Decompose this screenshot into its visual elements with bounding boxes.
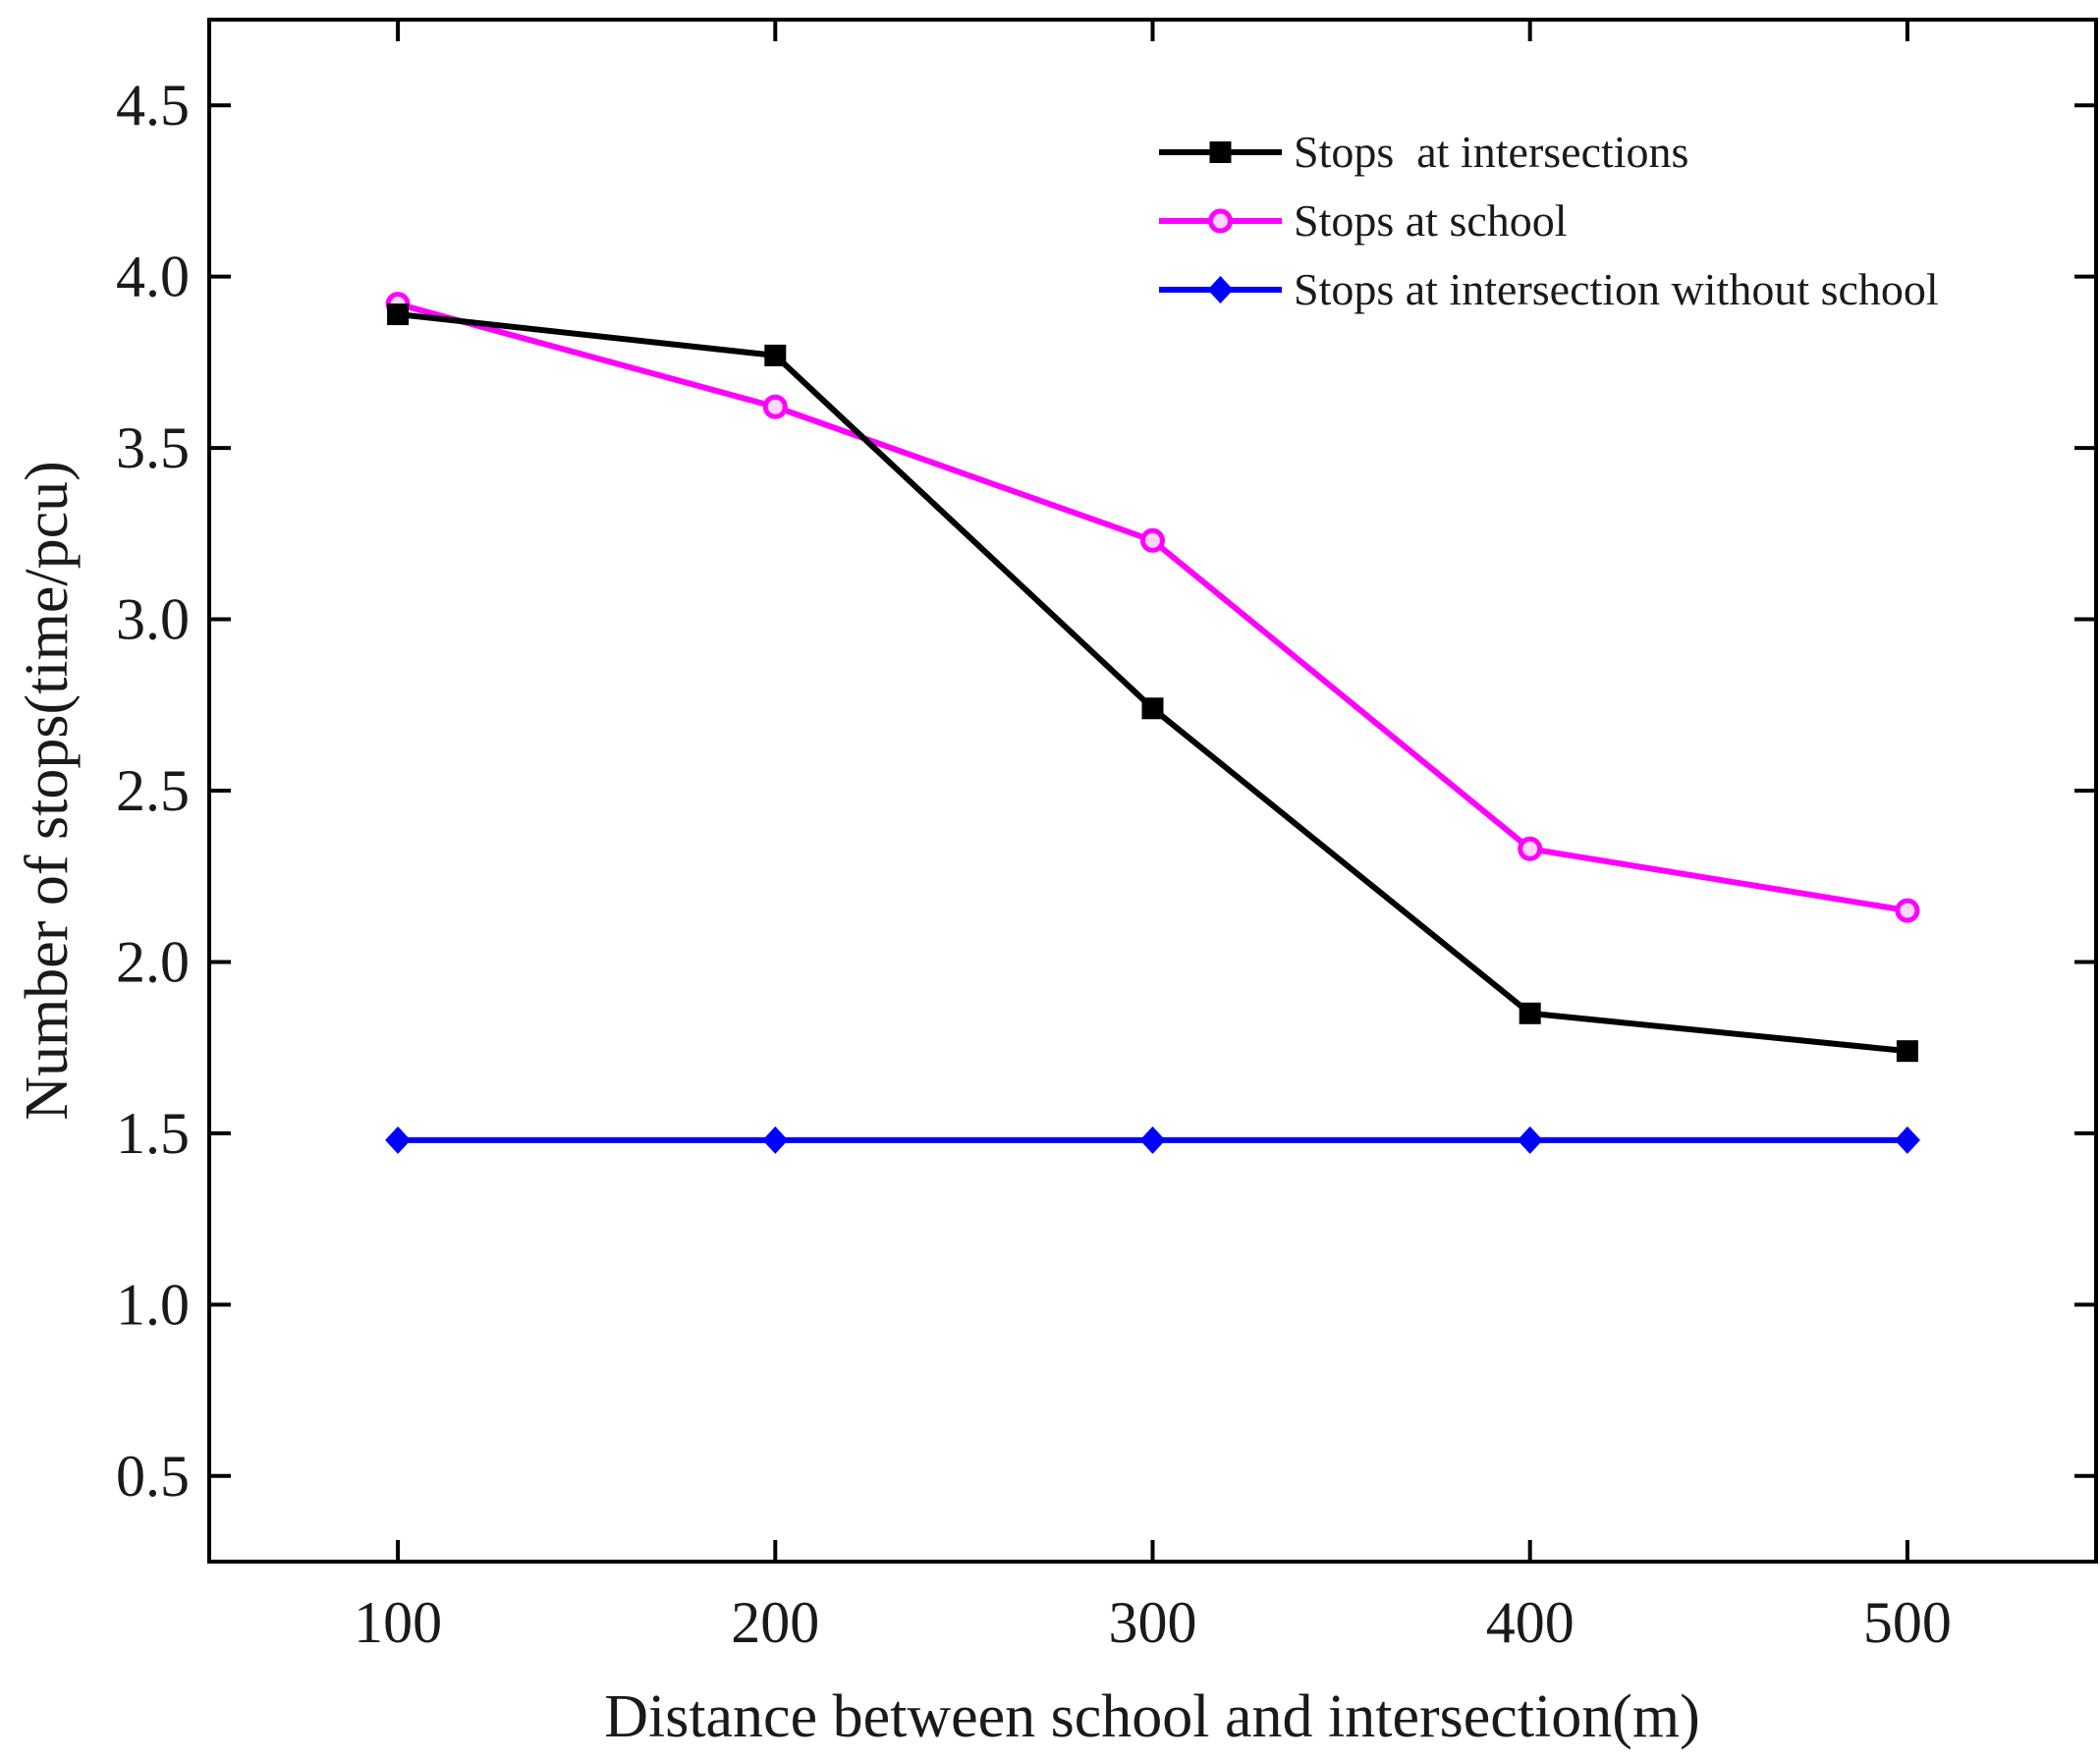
data-point-series-3 — [1894, 1126, 1920, 1154]
y-tick-label: 1.0 — [116, 1272, 190, 1337]
data-point-series-2 — [1895, 898, 1920, 923]
x-tick-label: 100 — [354, 1590, 442, 1655]
series-line-2 — [397, 301, 1908, 914]
y-tick-label: 1.5 — [116, 1101, 190, 1166]
data-point-series-2 — [1140, 527, 1165, 553]
y-tick-label: 2.0 — [116, 929, 190, 994]
x-tick-label: 400 — [1486, 1590, 1575, 1655]
legend-marker-3 — [1207, 276, 1234, 303]
y-tick-label: 4.0 — [116, 245, 190, 309]
x-tick-label: 200 — [731, 1590, 819, 1655]
data-point-series-2 — [1518, 836, 1543, 861]
y-tick-label: 4.5 — [116, 73, 190, 138]
data-point-series-3 — [1139, 1126, 1166, 1154]
legend-label-2: Stops at school — [1294, 195, 1568, 246]
x-axis-title: Distance between school and intersection… — [604, 1683, 1700, 1750]
y-tick-label: 0.5 — [116, 1444, 190, 1509]
y-axis-title: Number of stops(time/pcu) — [14, 461, 81, 1121]
legend: Stops at intersections Stops at school Sto… — [1159, 127, 1939, 314]
legend-marker-1 — [1209, 141, 1232, 163]
data-point-series-2 — [762, 394, 788, 419]
y-tick-label: 3.0 — [116, 587, 190, 652]
series-line-1 — [397, 311, 1908, 1055]
series-layer — [385, 292, 1920, 1154]
x-tick-label: 300 — [1109, 1590, 1197, 1655]
x-tick-label: 500 — [1863, 1590, 1952, 1655]
y-tick-label: 3.5 — [116, 415, 190, 480]
legend-label-1: Stops at intersections — [1294, 127, 1688, 177]
data-point-series-3 — [1517, 1126, 1543, 1154]
data-point-series-3 — [762, 1126, 789, 1154]
data-point-series-3 — [385, 1126, 412, 1154]
data-point-series-1 — [1141, 697, 1164, 720]
data-point-series-1 — [387, 303, 410, 326]
legend-label-3: Stops at intersection without school — [1294, 264, 1939, 314]
ticks-layer: 100 200 300 400 500 0.5 1.0 1.5 2.0 2.5 3.0 3.5 4.0 4… — [116, 20, 2096, 1655]
plot-frame — [207, 18, 2098, 1564]
data-point-series-1 — [1896, 1040, 1918, 1063]
data-point-series-1 — [1519, 1002, 1541, 1024]
legend-marker-2 — [1208, 208, 1233, 234]
y-tick-label: 2.5 — [116, 758, 190, 823]
data-point-series-1 — [764, 344, 787, 366]
